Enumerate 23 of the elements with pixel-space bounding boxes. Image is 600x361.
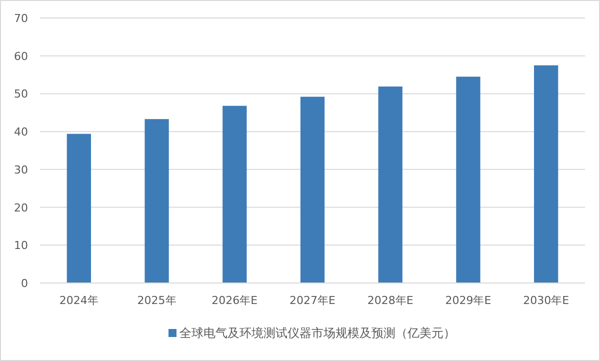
bar — [222, 106, 247, 283]
y-tick-label: 70 — [14, 12, 28, 25]
y-tick-label: 50 — [14, 88, 28, 101]
bar — [300, 96, 325, 283]
y-tick-label: 60 — [14, 50, 28, 63]
y-tick-label: 10 — [14, 239, 28, 252]
x-tick-label: 2030年E — [523, 294, 570, 307]
x-tick-label: 2024年 — [59, 294, 98, 307]
x-tick-label: 2027年E — [290, 294, 336, 307]
bar — [66, 134, 91, 283]
bar — [378, 86, 402, 283]
y-tick-label: 20 — [14, 201, 28, 214]
y-tick-label: 30 — [14, 163, 28, 176]
bar — [456, 76, 480, 283]
x-tick-label: 2026年E — [212, 294, 258, 307]
y-tick-label: 40 — [14, 126, 28, 139]
bar — [534, 65, 558, 283]
bar — [144, 119, 169, 283]
y-tick-label: 0 — [21, 277, 28, 290]
x-tick-label: 2029年E — [445, 294, 492, 307]
x-tick-label: 2025年 — [137, 294, 176, 307]
x-tick-label: 2028年E — [367, 294, 414, 307]
legend-label: 全球电气及环境测试仪器市场规模及预测（亿美元） — [180, 326, 456, 340]
